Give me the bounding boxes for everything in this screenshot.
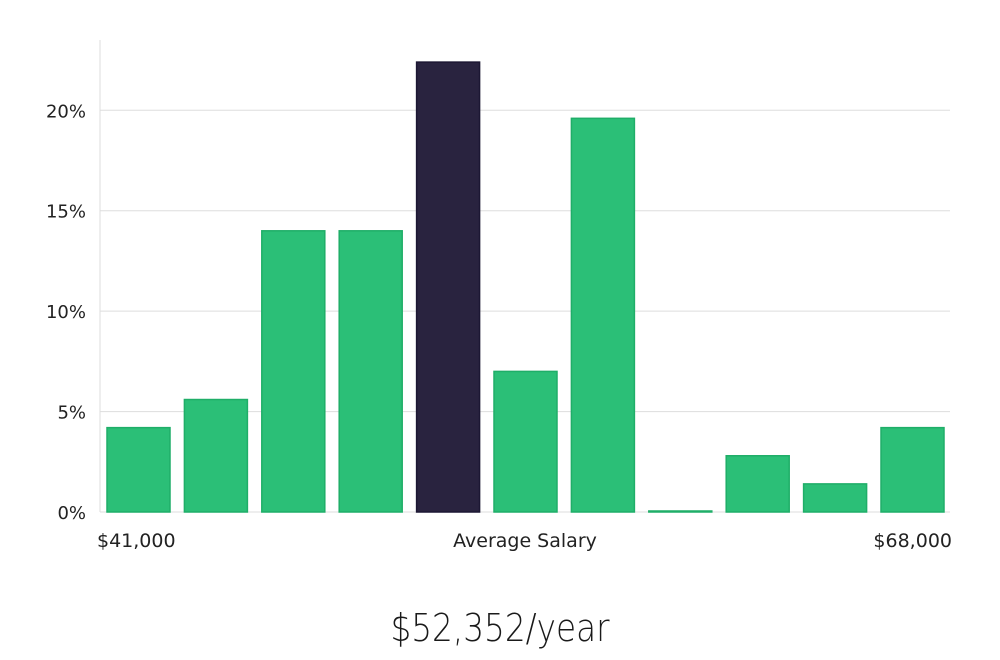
bar bbox=[183, 398, 249, 513]
y-tick-label: 20% bbox=[46, 101, 86, 122]
bar-highlighted bbox=[415, 61, 481, 513]
bar bbox=[338, 230, 403, 513]
y-tick-label: 15% bbox=[46, 202, 86, 223]
salary-histogram: 0% 5% 10% 15% 20% $41,000 Average Salary $68… bbox=[46, 40, 952, 552]
x-min-label: $41,000 bbox=[97, 530, 176, 552]
bar bbox=[648, 510, 713, 513]
bar bbox=[802, 483, 868, 513]
x-max-label: $68,000 bbox=[873, 530, 952, 552]
bar bbox=[725, 455, 790, 513]
bar bbox=[570, 117, 636, 513]
bar bbox=[880, 426, 945, 513]
y-tick-label: 0% bbox=[57, 503, 86, 524]
y-tick-labels: 0% 5% 10% 15% 20% bbox=[46, 101, 86, 524]
x-axis-label: Average Salary bbox=[453, 530, 597, 552]
bar bbox=[106, 426, 171, 513]
y-tick-label: 5% bbox=[57, 403, 86, 424]
average-salary-value: $52,352/year bbox=[390, 606, 610, 650]
y-tick-label: 10% bbox=[46, 302, 86, 323]
bar bbox=[261, 230, 326, 513]
bars bbox=[106, 61, 945, 513]
bar bbox=[493, 370, 558, 513]
